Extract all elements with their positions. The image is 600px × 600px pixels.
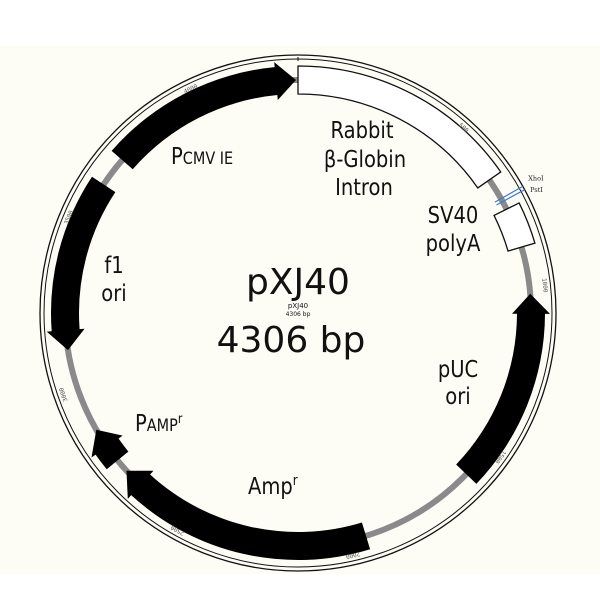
rabbit-globin-label-line-1: Rabbit (330, 118, 393, 145)
outer-ring-line (39, 54, 557, 572)
tick-label-3000: 3000 (58, 386, 69, 402)
pcmv-label-main: P (171, 144, 183, 171)
feature-puc-ori[interactable] (456, 293, 550, 484)
map-background (0, 46, 600, 574)
feature-pcmv-ie[interactable] (111, 62, 296, 170)
feature-ampr[interactable] (126, 470, 371, 560)
plasmid-size: 4306 bp (217, 320, 366, 361)
site-marker-psti (496, 189, 525, 206)
tick-label-2000: 2000 (345, 550, 361, 560)
pampr-label: PAMPr (135, 411, 182, 438)
pampr-label-small: AMP (147, 415, 178, 435)
f1-label-line-1: f1 (104, 253, 123, 280)
label-sv40-polya: SV40 polyA (426, 203, 481, 258)
feature-pampr[interactable] (91, 429, 129, 470)
site-label-psti: PstI (530, 186, 543, 194)
plasmid-name: pXJ40 (246, 262, 350, 303)
pampr-label-main: P (135, 411, 147, 438)
label-puc-ori: pUC ori (438, 357, 478, 411)
label-f1-ori: f1 ori (101, 253, 126, 308)
feature-rabbit-globin[interactable] (297, 65, 502, 189)
sites-layer: XhoI PstI (494, 174, 544, 206)
site-label-xhoi: XhoI (528, 174, 544, 182)
features-layer (46, 57, 550, 560)
label-pcmv-ie: PCMV IE (171, 144, 233, 171)
rabbit-globin-label-line-2: β-Globin (324, 147, 406, 174)
feature-f1-ori[interactable] (46, 176, 116, 351)
pcmv-label-small: CMV IE (183, 148, 233, 168)
tick-label-1000: 1000 (540, 278, 549, 294)
label-pampr: PAMPr (135, 411, 182, 438)
ampr-label: Ampr (248, 473, 298, 500)
feature-sv40-polya[interactable] (493, 202, 536, 252)
ampr-label-main: Amp (248, 474, 293, 501)
pampr-label-sup: r (178, 411, 183, 426)
rabbit-globin-label-line-3: Intron (335, 175, 393, 202)
f1-label-line-2: ori (101, 281, 126, 308)
pcmv-label: PCMV IE (171, 144, 233, 171)
puc-label-line-2: ori (445, 384, 470, 411)
label-ampr: Ampr (248, 473, 298, 500)
site-marker-xhoi (494, 185, 524, 203)
ampr-label-sup: r (293, 473, 298, 489)
puc-label-line-1: pUC (438, 357, 478, 384)
plasmid-name-small: pXJ40 (288, 302, 308, 310)
label-rabbit-globin: Rabbit β-Globin Intron (324, 118, 406, 202)
sv40-label-line-2: polyA (426, 231, 481, 258)
sv40-label-line-1: SV40 (428, 203, 479, 230)
plasmid-size-small: 4306 bp (286, 311, 311, 318)
